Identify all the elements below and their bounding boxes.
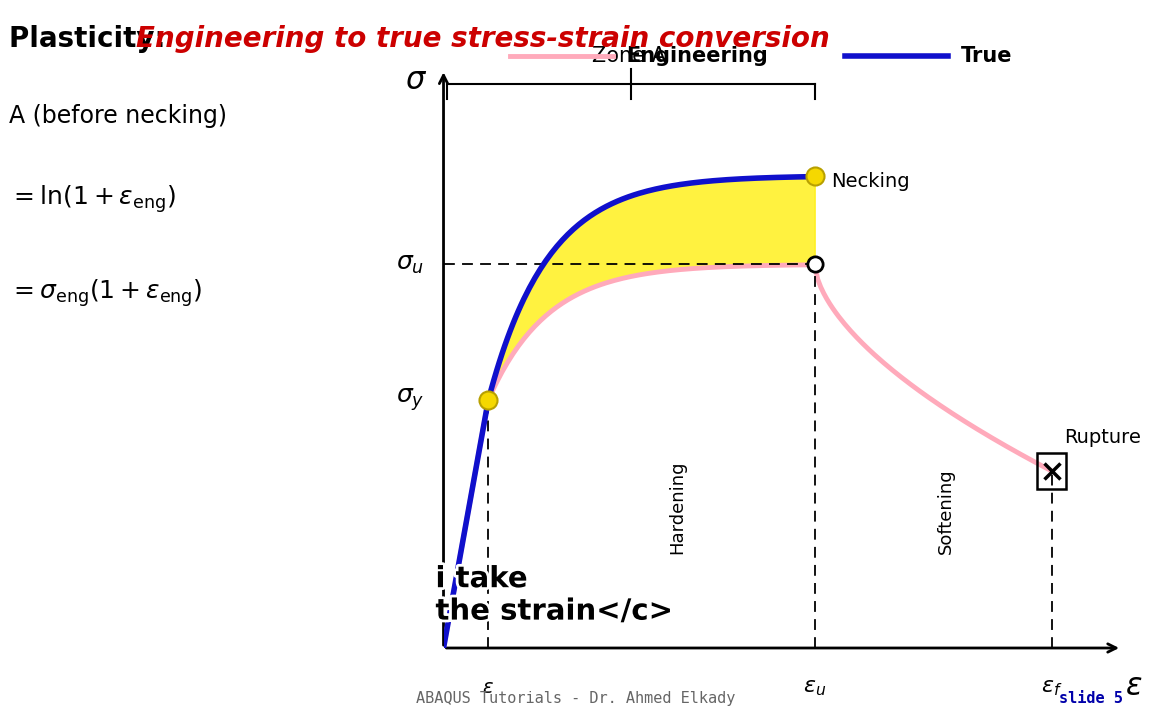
Text: Softening: Softening — [937, 468, 955, 554]
Text: i take
the strain</c>: i take the strain</c> — [435, 565, 673, 626]
Text: $\varepsilon_f$: $\varepsilon_f$ — [1040, 678, 1062, 698]
Text: Engineering to true stress-strain conversion: Engineering to true stress-strain conver… — [136, 25, 829, 53]
Text: ABAQUS Tutorials - Dr. Ahmed Elkady: ABAQUS Tutorials - Dr. Ahmed Elkady — [416, 691, 736, 706]
Text: i take
the strain</c>: i take the strain</c> — [435, 565, 673, 626]
Text: Engineering: Engineering — [626, 46, 767, 66]
Bar — [1038, 453, 1066, 489]
Text: Plasticity:: Plasticity: — [9, 25, 175, 53]
Text: Zone A: Zone A — [592, 47, 666, 66]
Text: True: True — [961, 46, 1013, 66]
Text: $\sigma_y$: $\sigma_y$ — [396, 387, 424, 413]
Text: A (before necking): A (before necking) — [9, 104, 227, 128]
Text: $= \sigma_{\mathrm{eng}}(1 + \varepsilon_{\mathrm{eng}})$: $= \sigma_{\mathrm{eng}}(1 + \varepsilon… — [9, 277, 203, 309]
Text: $\varepsilon$: $\varepsilon$ — [1126, 672, 1143, 701]
Text: $\sigma$: $\sigma$ — [406, 66, 427, 96]
Text: Rupture: Rupture — [1064, 428, 1142, 447]
Text: $\sigma_u$: $\sigma_u$ — [396, 252, 424, 276]
Text: slide 5: slide 5 — [1060, 691, 1123, 706]
Text: Necking: Necking — [831, 172, 909, 191]
Text: $\varepsilon_u$: $\varepsilon_u$ — [803, 678, 826, 698]
Text: Hardening: Hardening — [668, 460, 687, 554]
Text: $\varepsilon$: $\varepsilon$ — [483, 678, 494, 696]
Text: $= \ln(1 + \varepsilon_{\mathrm{eng}})$: $= \ln(1 + \varepsilon_{\mathrm{eng}})$ — [9, 184, 176, 215]
